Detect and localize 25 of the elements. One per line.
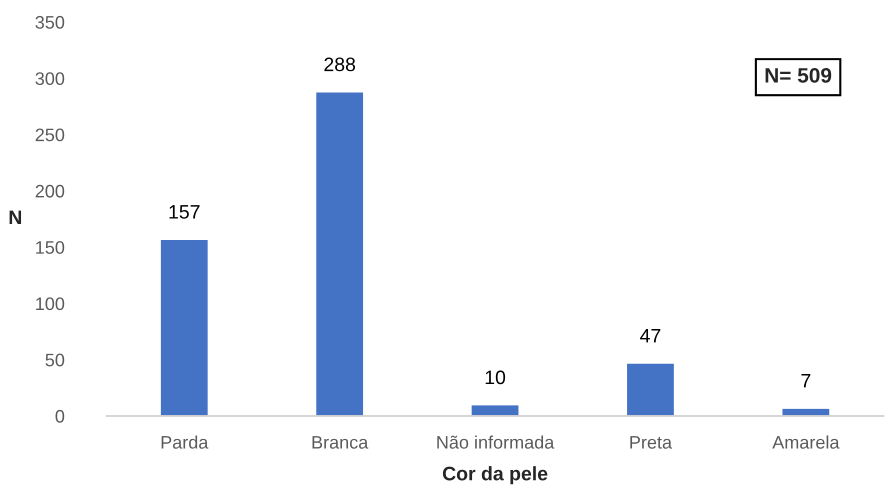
y-tick-label: 200 xyxy=(36,184,64,198)
x-tick-label: Branca xyxy=(312,436,368,449)
x-tick-label: Amarela xyxy=(772,435,840,449)
data-label: 47 xyxy=(640,329,660,342)
y-axis-title: N xyxy=(10,210,22,224)
bar xyxy=(470,404,520,416)
x-tick-label: Preta xyxy=(630,436,672,449)
annotation: N= 509 xyxy=(766,68,832,83)
y-tick-label: 300 xyxy=(35,72,64,86)
y-tick-label: 250 xyxy=(36,128,64,142)
data-label: 7 xyxy=(801,374,810,388)
y-tick-label: 150 xyxy=(36,241,64,254)
x-axis-title: Cor da pele xyxy=(442,466,548,484)
y-tick-label: 350 xyxy=(35,16,64,29)
y-tick-label: 100 xyxy=(36,297,64,310)
bar xyxy=(159,238,210,416)
bar xyxy=(314,91,364,416)
data-label: 10 xyxy=(486,370,506,384)
y-tick-label: 0 xyxy=(56,410,64,423)
x-tick-label: Parda xyxy=(162,435,208,449)
y-tick-label: 50 xyxy=(46,354,64,366)
data-label: 157 xyxy=(170,205,200,219)
data-label: 288 xyxy=(324,58,356,72)
x-tick-label: Não informada xyxy=(437,435,554,449)
bar xyxy=(626,362,676,416)
